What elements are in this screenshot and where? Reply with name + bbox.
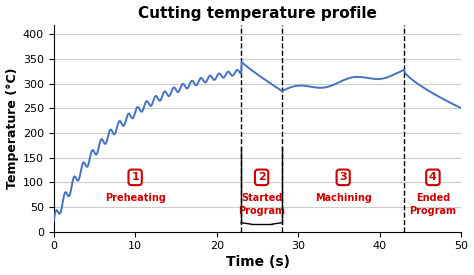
- Text: Preheating: Preheating: [105, 193, 165, 203]
- Text: 1: 1: [131, 172, 139, 182]
- Text: Ended
Program: Ended Program: [410, 193, 456, 216]
- Y-axis label: Temperature (°C): Temperature (°C): [6, 67, 18, 189]
- Text: 4: 4: [429, 172, 437, 182]
- Text: Machining: Machining: [315, 193, 372, 203]
- Text: 2: 2: [258, 172, 265, 182]
- X-axis label: Time (s): Time (s): [226, 255, 290, 270]
- Text: 3: 3: [339, 172, 347, 182]
- Text: Started
Program: Started Program: [238, 193, 285, 216]
- Title: Cutting temperature profile: Cutting temperature profile: [138, 6, 377, 21]
